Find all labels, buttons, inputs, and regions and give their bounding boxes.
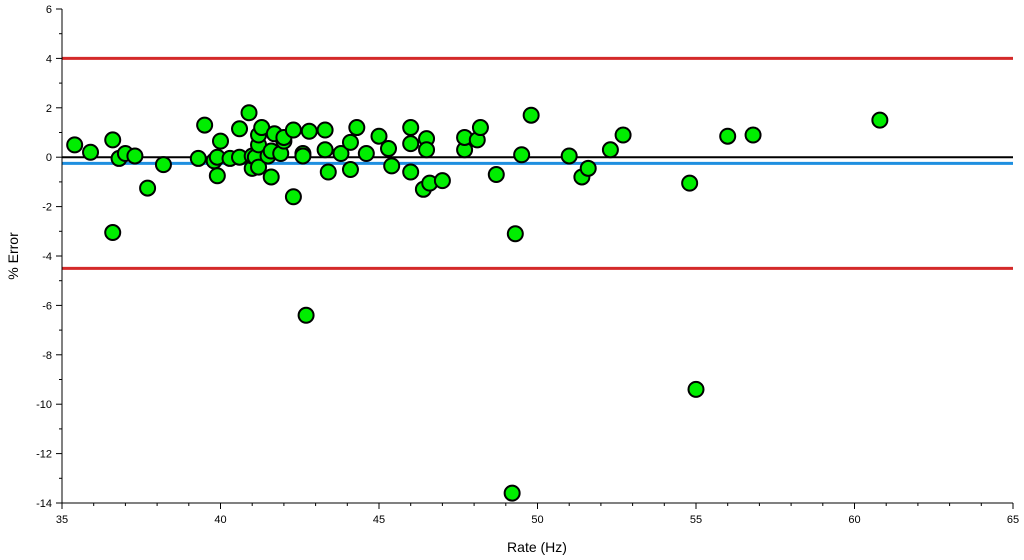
- x-tick-label: 40: [214, 514, 226, 526]
- data-point: [316, 141, 334, 159]
- x-tick-label: 60: [848, 514, 860, 526]
- data-point: [380, 140, 398, 158]
- data-point: [744, 126, 762, 144]
- y-tick-label: 0: [46, 152, 52, 164]
- data-point: [262, 168, 280, 186]
- data-point: [231, 120, 249, 138]
- x-tick-label: 45: [373, 514, 385, 526]
- data-point: [196, 116, 214, 134]
- data-point: [370, 127, 388, 145]
- data-point: [522, 106, 540, 124]
- data-point: [503, 484, 521, 502]
- axes: -14 -12 -10 -8 -6 -4 -2 0 2 4 6 35 40 45 50 55 60 65: [36, 4, 1019, 526]
- x-tick-label: 55: [690, 514, 702, 526]
- data-point: [316, 121, 334, 139]
- x-tick-label: 35: [56, 514, 68, 526]
- data-point: [154, 156, 172, 174]
- data-point: [82, 143, 100, 161]
- data-point: [348, 119, 366, 137]
- y-tick-label: -2: [42, 202, 52, 214]
- data-point: [240, 104, 258, 122]
- data-point: [487, 165, 505, 183]
- data-point: [579, 159, 597, 177]
- data-point: [104, 131, 122, 149]
- x-tick-label: 50: [531, 514, 543, 526]
- data-point: [189, 149, 207, 167]
- y-tick-label: -4: [42, 251, 52, 263]
- data-point: [506, 225, 524, 243]
- y-tick-label: 4: [46, 53, 52, 65]
- data-point: [297, 306, 315, 324]
- y-tick-label: 6: [46, 4, 52, 16]
- data-point: [560, 147, 578, 165]
- data-point: [357, 144, 375, 162]
- data-points: [66, 104, 889, 502]
- data-point: [614, 126, 632, 144]
- data-point: [601, 141, 619, 159]
- data-point: [284, 188, 302, 206]
- data-point: [332, 144, 350, 162]
- data-point: [719, 127, 737, 145]
- data-point: [871, 111, 889, 129]
- data-point: [383, 157, 401, 175]
- data-point: [681, 174, 699, 192]
- data-point: [284, 121, 302, 139]
- y-tick-label: -8: [42, 350, 52, 362]
- data-point: [687, 380, 705, 398]
- data-point: [418, 141, 436, 159]
- data-point: [139, 179, 157, 197]
- x-tick-label: 65: [1007, 514, 1019, 526]
- data-point: [471, 119, 489, 137]
- data-point: [104, 224, 122, 242]
- data-point: [433, 172, 451, 190]
- data-point: [402, 163, 420, 181]
- y-tick-label: -12: [36, 449, 52, 461]
- data-point: [402, 135, 420, 153]
- data-point: [212, 132, 229, 150]
- data-point: [319, 163, 337, 181]
- data-point: [294, 147, 312, 165]
- data-point: [402, 119, 420, 137]
- data-point: [250, 158, 268, 176]
- data-point: [300, 122, 318, 140]
- y-tick-label: 2: [46, 103, 52, 115]
- data-point: [126, 147, 144, 165]
- x-axis-title: Rate (Hz): [507, 539, 567, 555]
- y-tick-label: -6: [42, 300, 52, 312]
- data-point: [341, 161, 359, 179]
- y-tick-label: -10: [36, 399, 52, 411]
- y-tick-label: -14: [36, 498, 52, 510]
- data-point: [513, 146, 531, 164]
- data-point: [208, 167, 226, 185]
- y-axis-title: % Error: [5, 232, 21, 280]
- data-point: [341, 133, 359, 151]
- data-point: [66, 136, 84, 154]
